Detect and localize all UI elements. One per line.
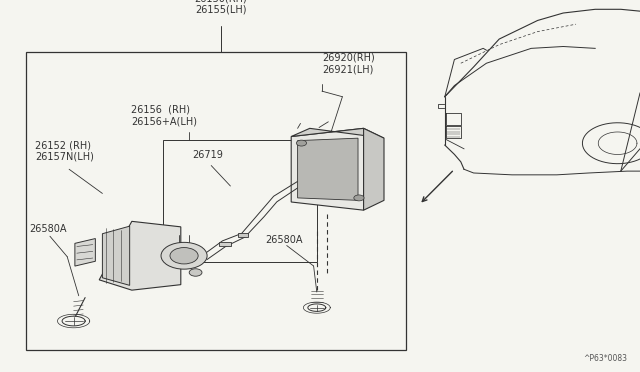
Polygon shape — [99, 221, 180, 290]
Text: 26920(RH)
26921(LH): 26920(RH) 26921(LH) — [322, 53, 374, 74]
Text: 26719: 26719 — [192, 150, 223, 160]
Bar — [220, 242, 231, 246]
Bar — [26, 52, 406, 350]
Polygon shape — [364, 128, 384, 210]
Text: 26156  (RH)
26156+A(LH): 26156 (RH) 26156+A(LH) — [131, 105, 197, 126]
Text: 26580A: 26580A — [266, 235, 303, 245]
Circle shape — [354, 195, 364, 201]
Circle shape — [161, 243, 207, 269]
Polygon shape — [75, 238, 95, 266]
Bar — [163, 140, 317, 262]
Text: 26152 (RH)
26157N(LH): 26152 (RH) 26157N(LH) — [35, 140, 94, 162]
Polygon shape — [291, 128, 364, 210]
Text: 26580A: 26580A — [29, 224, 67, 234]
Polygon shape — [102, 226, 130, 285]
Circle shape — [189, 269, 202, 276]
Bar — [239, 234, 248, 237]
Polygon shape — [291, 128, 384, 138]
Circle shape — [170, 248, 198, 264]
Polygon shape — [298, 138, 358, 201]
Circle shape — [296, 140, 307, 146]
Text: ^P63*0083: ^P63*0083 — [583, 354, 627, 363]
Text: 26150(RH)
26155(LH): 26150(RH) 26155(LH) — [195, 0, 247, 15]
